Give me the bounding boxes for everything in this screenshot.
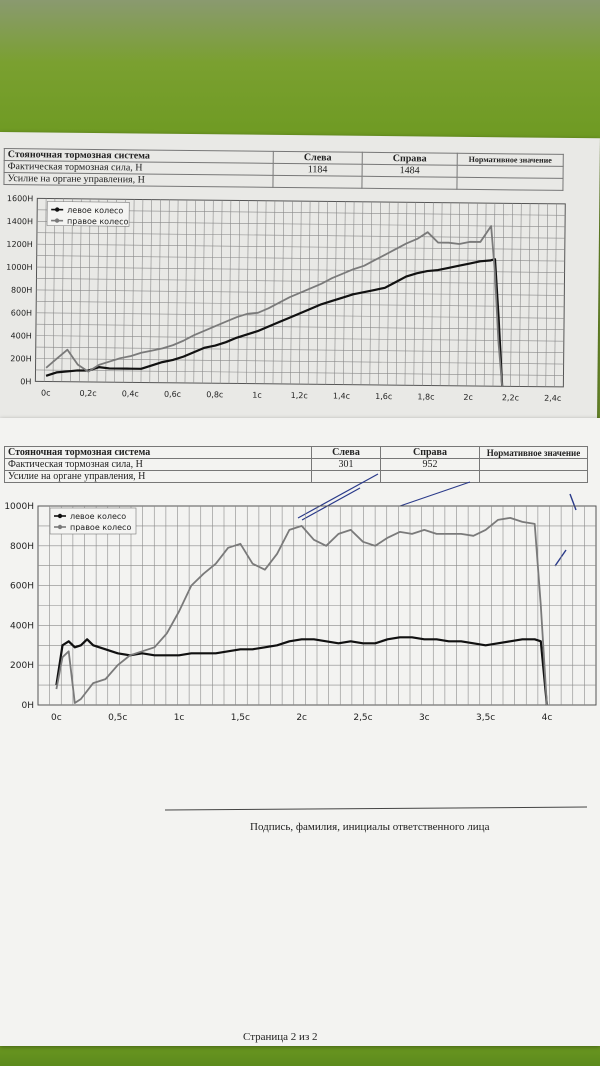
y-tick-label: 1200H [6,240,32,249]
y-tick-label: 200H [10,661,34,671]
pen-strike-marks [297,473,577,567]
legend-label: левое колесо [70,512,126,521]
right-value: 1484 [362,164,458,178]
report-header-table-2: Стояночная тормозная система Слева Справ… [4,446,588,483]
x-tick-label: 0c [41,388,51,397]
page-number: Страница 2 из 2 [243,1031,318,1043]
left-value: 1184 [273,163,363,177]
x-tick-label: 1,4c [333,392,350,401]
x-tick-label: 1c [252,391,262,400]
x-tick-label: 2,5c [353,713,372,723]
grid-line-h [36,243,565,250]
brake-force-chart-1: 0H 200H 400H 600H 800H 1000H 1200H 1400H 1600H 0c… [6,194,566,403]
signature-caption: Подпись, фамилия, инициалы ответственног… [250,821,490,833]
x-tick-label: 0,5c [108,713,127,723]
x-tick-label: 2,2c [502,393,519,402]
x-tick-label: 2c [296,713,307,723]
grid-line-h [36,255,565,262]
x-tick-label: 1,6c [375,392,392,401]
legend-marker [57,524,63,530]
series-line-right-wheel [55,516,548,706]
grid-line-h [36,278,565,285]
col-left-header: Слева [311,446,381,459]
report-sheet-2: Стояночная тормозная система Слева Справ… [0,418,600,1046]
x-tick-label: 2,4c [544,394,561,403]
row-label-control-force: Усилие на органе управления, Н [3,172,274,188]
y-tick-label: 1400H [7,217,33,226]
brake-force-chart-2: 0H 200H 400H 600H 800H 1000H 0c 0,5c 1c 1,5c 2c 2,5… [4,502,597,723]
y-tick-label: 600H [10,582,34,592]
x-tick-label: 3,5c [476,713,495,723]
x-tick-label: 0,6c [164,390,181,399]
legend-marker [57,513,63,519]
report-header-table-1: Стояночная тормозная система Слева Справ… [3,148,564,191]
y-tick-label: 800H [11,286,32,295]
grid-line-h [35,358,564,365]
grid-line-h [36,266,565,273]
legend-marker [54,218,60,223]
series-line-left-wheel [55,636,548,706]
report-sheet-1: Стояночная тормозная система Слева Справ… [0,132,600,431]
grid-line-h [35,346,564,353]
col-left-header: Слева [273,151,363,165]
legend-label: правое колесо [67,217,129,227]
x-tick-label: 1c [174,713,185,723]
y-tick-label: 1000H [4,502,34,512]
col-norm-header: Нормативное значение [457,153,564,167]
grid-line-h [35,369,564,376]
col-right-header: Справа [362,152,458,166]
legend-marker [54,207,60,212]
y-tick-label: 0H [20,377,31,386]
grid-line-h [35,323,564,331]
table-surface [0,0,600,140]
x-tick-label: 1,2c [291,391,308,400]
y-tick-label: 400H [10,621,34,631]
y-tick-label: 1600H [7,194,33,203]
grid-line-h [36,312,565,319]
x-tick-label: 0c [51,713,62,723]
legend-box [49,507,137,535]
x-tick-label: 2c [463,393,473,402]
grid-line-h [36,301,565,308]
y-tick-label: 0H [22,701,35,711]
legend-label: левое колесо [67,206,123,216]
report-title: Стояночная тормозная система [4,446,312,459]
series-line-left-wheel [45,258,504,387]
x-tick-label: 1,8c [417,392,434,401]
grid-line-h [35,335,564,342]
series-line-right-wheel [45,225,504,387]
legend-box [46,201,130,227]
x-tick-label: 0,2c [79,389,96,398]
y-tick-label: 600H [11,308,32,317]
y-tick-label: 200H [10,354,31,363]
x-tick-label: 3c [419,713,430,723]
x-tick-label: 4c [542,713,553,723]
x-tick-label: 1,5c [231,713,250,723]
x-tick-label: 0,4c [122,389,139,398]
legend-label: правое колесо [70,523,131,532]
col-norm-header: Нормативное значение [479,446,588,459]
y-tick-label: 400H [11,331,32,340]
x-tick-label: 0,8c [206,390,223,399]
y-tick-label: 1000H [6,263,32,272]
y-tick-label: 800H [10,542,34,552]
grid-line-h [36,232,565,239]
col-right-header: Справа [380,446,480,459]
